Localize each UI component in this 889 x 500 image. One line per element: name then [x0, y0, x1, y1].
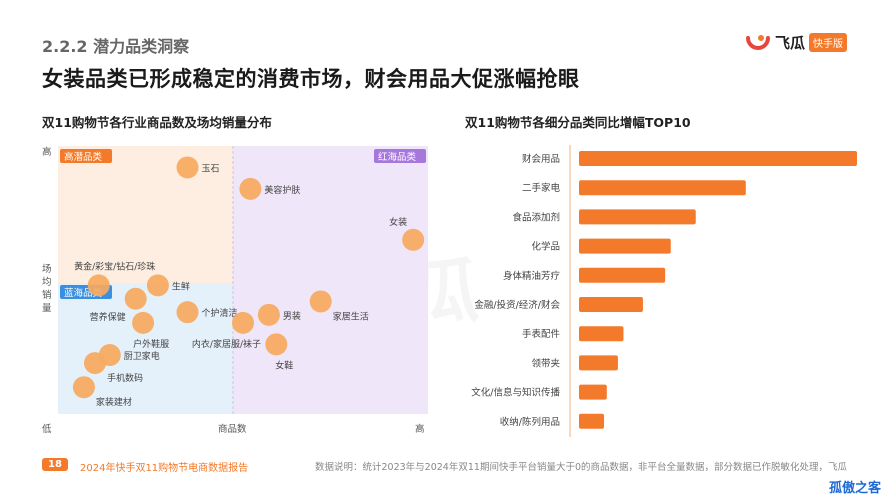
page-title: 女装品类已形成稳定的消费市场，财会用品大促涨幅抢眼 — [42, 67, 580, 91]
tag-high-potential: 高潜品类 — [64, 151, 103, 163]
bar-rect — [579, 355, 618, 371]
bar-category-label: 化学品 — [531, 241, 560, 253]
corner-watermark: 孤傲之客 — [828, 481, 881, 496]
y-axis-high: 高 — [42, 146, 52, 158]
bubble-label: 个护清洁 — [202, 307, 238, 319]
x-axis-low: 低 — [42, 423, 52, 435]
tag-high-potential-bg — [60, 149, 112, 163]
bubble-point — [84, 352, 106, 375]
bubble-label: 生鲜 — [172, 280, 190, 292]
brand-logo: 飞瓜 快手版 — [745, 31, 847, 53]
logo-brand: 飞瓜 — [774, 33, 805, 52]
bubble-point — [87, 274, 110, 297]
bar-rect — [579, 413, 605, 429]
bubble-label: 美容护肤 — [264, 184, 300, 196]
quadrant-red-sea — [233, 146, 428, 414]
bubble-point — [239, 177, 262, 200]
tag-red-sea: 红海品类 — [378, 151, 417, 163]
bar-rect — [579, 297, 643, 312]
bubble-label: 内衣/家居服/袜子 — [192, 338, 261, 350]
bar-rect — [579, 180, 746, 196]
bar-category-label: 财会用品 — [522, 153, 560, 165]
bar-category-label: 收纳/陈列用品 — [500, 416, 560, 428]
bar-rect — [579, 326, 624, 342]
x-axis-title: 商品数 — [218, 423, 247, 435]
logo-badge: 快手版 — [809, 32, 847, 52]
bubble-point — [309, 290, 332, 313]
section-label: 2.2.2 潜力品类洞察 — [42, 37, 190, 56]
bubble-point — [176, 301, 199, 324]
bar-category-label: 文化/信息与知识传播 — [471, 387, 560, 399]
bubble-point — [265, 333, 288, 356]
bubble-label: 家居生活 — [333, 310, 369, 322]
bar-rect — [579, 384, 607, 400]
tag-red-sea-bg — [374, 149, 426, 163]
y-axis-title: 场均销量 — [42, 264, 52, 314]
bar-category-label: 金融/投资/经济/财会 — [474, 299, 560, 311]
bubble-point — [232, 311, 254, 334]
bar-category-label: 食品添加剂 — [512, 211, 560, 223]
scatter-chart-title: 双11购物节各行业商品数及场均销量分布 — [42, 115, 272, 130]
bubble-label: 家装建材 — [96, 396, 132, 408]
bar-rect — [579, 209, 696, 225]
quadrant-high-potential — [58, 146, 233, 283]
bar-category-label: 二手家电 — [522, 182, 561, 194]
bubble-label: 女鞋 — [275, 359, 293, 371]
bar-rect — [579, 238, 671, 254]
bubble-point — [132, 311, 155, 334]
bar-chart-title: 双11购物节各细分品类同比增幅TOP10 — [465, 115, 691, 130]
report-name: 2024年快手双11购物节电商数据报告 — [80, 463, 249, 474]
page-number: 18 — [42, 458, 68, 471]
bubble-label: 黄金/彩宝/钻石/珍珠 — [74, 260, 155, 272]
bubble-point — [146, 274, 169, 297]
bar-rect — [579, 151, 857, 166]
bubble-label: 女装 — [389, 216, 407, 228]
bubble-label: 厨卫家电 — [124, 350, 160, 362]
bubble-point — [176, 156, 199, 179]
data-note: 数据说明：统计2023年与2024年双11期间快手平台销量大于0的商品数据，非平… — [315, 462, 847, 473]
bubble-label: 玉石 — [202, 163, 220, 174]
bubble-label: 手机数码 — [107, 372, 143, 384]
bubble-label: 户外鞋服 — [133, 338, 169, 350]
bar-category-label: 手表配件 — [522, 328, 561, 340]
bar-rect — [579, 267, 666, 283]
logo-icon — [745, 35, 770, 50]
bubble-point — [124, 287, 147, 310]
bubble-point — [72, 376, 95, 399]
bubble-point — [257, 303, 280, 326]
bar-category-label: 领带夹 — [531, 357, 560, 369]
x-axis-high: 高 — [415, 423, 425, 435]
bubble-label: 男装 — [283, 310, 301, 322]
bar-category-label: 身体精油芳疗 — [503, 270, 561, 282]
bubble-label: 营养保健 — [90, 311, 126, 323]
bubble-point — [402, 228, 425, 251]
